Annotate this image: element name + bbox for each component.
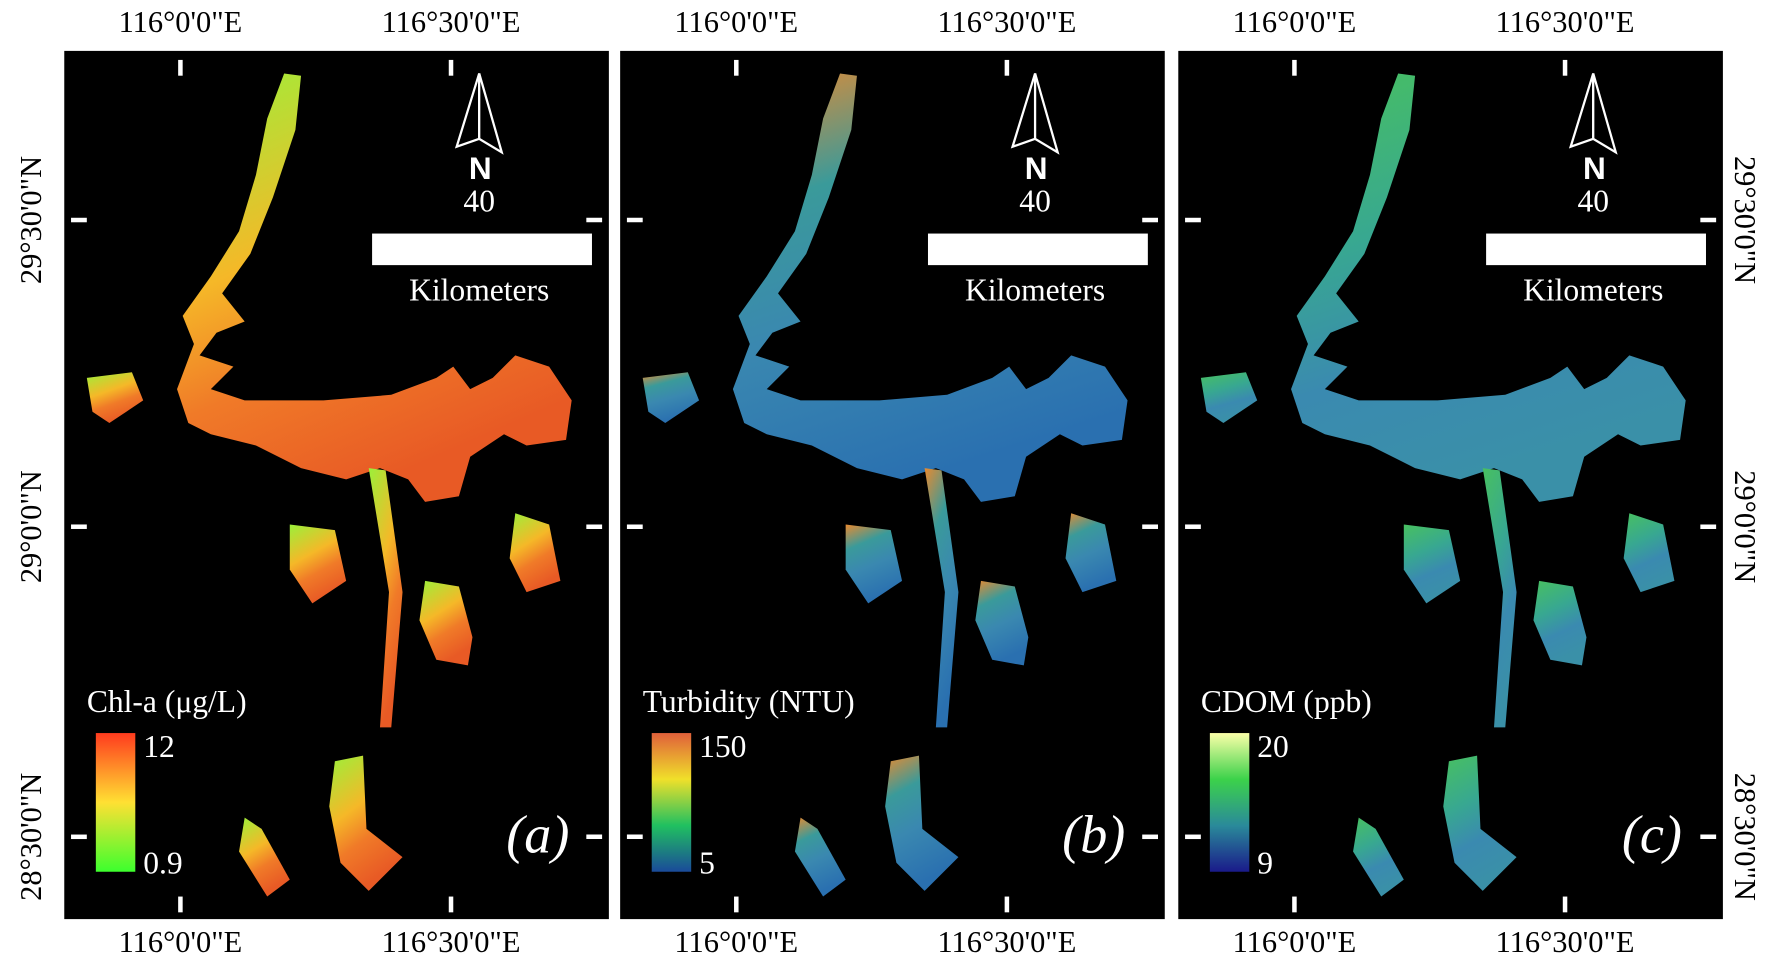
panel-label: (b) xyxy=(1062,805,1125,865)
lon-label: 116°0'0"E xyxy=(119,5,243,39)
map-panel: N40 Kilometers CDOM (ppb) 20 9 (c) xyxy=(1178,50,1723,920)
lon-label: 116°0'0"E xyxy=(1233,925,1357,959)
color-bar xyxy=(651,733,692,872)
lat-label: 29°0'0"N xyxy=(1728,470,1762,583)
legend-min: 0.9 xyxy=(143,845,182,880)
scale-bar xyxy=(372,233,592,266)
legend-max: 150 xyxy=(699,729,746,764)
legend-title: Chl-a (μg/L) xyxy=(87,684,247,719)
legend-title: CDOM (ppb) xyxy=(1201,684,1372,719)
lon-label: 116°0'0"E xyxy=(674,925,798,959)
legend-max: 20 xyxy=(1257,729,1289,764)
lon-label: 116°30'0"E xyxy=(937,5,1076,39)
lon-label: 116°30'0"E xyxy=(1496,5,1635,39)
legend-max: 12 xyxy=(143,729,175,764)
color-bar xyxy=(95,733,136,872)
panel-label: (c) xyxy=(1622,805,1682,865)
scale-value: 40 xyxy=(1019,183,1051,218)
lat-label: 29°30'0"N xyxy=(14,156,48,284)
scale-value: 40 xyxy=(1577,183,1609,218)
north-label: N xyxy=(469,150,492,186)
north-arrow xyxy=(1033,73,1060,155)
north-arrow xyxy=(478,73,504,155)
lon-label: 116°30'0"E xyxy=(1496,925,1635,959)
lon-label: 116°0'0"E xyxy=(1233,5,1357,39)
color-bar xyxy=(1209,733,1250,872)
map-panel: N40 Kilometers Turbidity (NTU) 150 5 (b) xyxy=(620,50,1165,920)
legend-min: 9 xyxy=(1257,845,1273,880)
lat-label: 28°30'0"N xyxy=(14,773,48,901)
lat-label: 29°0'0"N xyxy=(14,470,48,583)
scale-value: 40 xyxy=(463,183,495,218)
scale-unit: Kilometers xyxy=(1523,273,1663,308)
map-panel: N40 Kilometers Chl-a (μg/L) 12 0.9 (a) xyxy=(64,50,609,920)
panel-label: (a) xyxy=(506,805,569,865)
scale-unit: Kilometers xyxy=(965,273,1105,308)
scale-unit: Kilometers xyxy=(409,273,549,308)
legend-title: Turbidity (NTU) xyxy=(643,684,855,719)
lat-label: 28°30'0"N xyxy=(1728,773,1762,901)
scale-bar xyxy=(927,233,1148,266)
lon-label: 116°0'0"E xyxy=(674,5,798,39)
north-arrow xyxy=(1592,73,1618,155)
north-label: N xyxy=(1025,150,1048,186)
legend-min: 5 xyxy=(699,845,715,880)
lat-label: 29°30'0"N xyxy=(1728,156,1762,284)
lon-label: 116°0'0"E xyxy=(119,925,243,959)
scale-bar xyxy=(1486,233,1706,266)
north-label: N xyxy=(1583,150,1606,186)
lon-label: 116°30'0"E xyxy=(937,925,1076,959)
lon-label: 116°30'0"E xyxy=(382,5,521,39)
lon-label: 116°30'0"E xyxy=(382,925,521,959)
